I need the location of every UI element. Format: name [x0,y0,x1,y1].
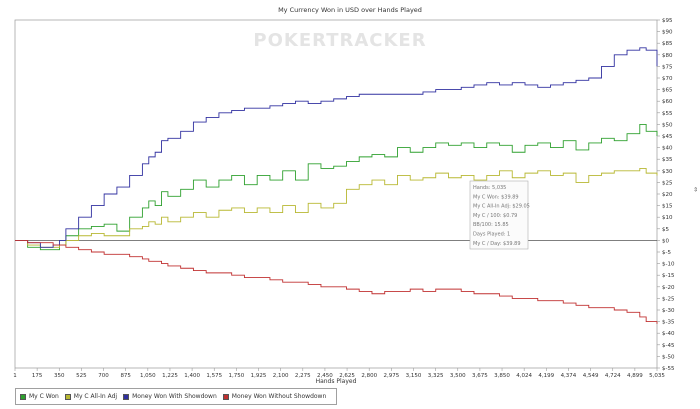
x-tick-label: 3,675 [472,373,488,379]
x-tick-label: 350 [54,373,65,379]
tooltip-line: My C / 100: $0.79 [473,213,517,219]
series-line-0 [15,123,658,251]
x-tick-label: 5,035 [649,373,665,379]
y-tick-label: $-35 [662,320,675,326]
y-tick-label: $10 [662,215,673,221]
legend-label: My C Won [29,393,59,400]
series-line-1 [15,168,658,248]
y-tick-label: $65 [662,88,673,94]
y-tick-label: $45 [662,134,673,140]
y-tick-label: $-10 [662,262,675,268]
x-tick-label: 4,374 [561,373,577,379]
x-tick-label: 1 [13,373,17,379]
x-tick-label: 4,024 [516,373,532,379]
x-tick-label: 1,750 [229,373,245,379]
y-tick-label: $50 [662,122,673,128]
y-tick-label: $-15 [662,273,675,279]
y-tick-label: $-25 [662,296,675,302]
tooltip-line: My C All-In Adj: $29.05 [473,204,530,210]
y-tick-label: $-55 [662,366,675,372]
y-tick-label: $25 [662,180,673,186]
plot-area [14,19,658,369]
legend-swatch-icon [222,393,229,400]
legend-swatch-icon [123,393,130,400]
y-tick-label: $95 [662,18,673,24]
y-tick-label: $-40 [662,331,675,337]
legend-item-2[interactable]: Money Won With Showdown [123,393,217,400]
y-tick-label: $-45 [662,343,675,349]
x-tick-label: 1,575 [206,373,222,379]
y-tick-label: $5 [662,227,669,233]
x-tick-label: 1,400 [184,373,200,379]
y-tick-label: $75 [662,64,673,70]
series-line-2 [15,47,658,248]
x-tick-label: 2,100 [273,373,289,379]
legend-swatch-icon [20,393,26,400]
x-tick-label: 4,899 [627,373,643,379]
x-tick-label: 4,724 [605,373,621,379]
legend-label: Money Won With Showdown [132,393,217,400]
tooltip-box [469,180,529,250]
x-tick-label: 3,150 [406,373,422,379]
x-tick-label: 525 [76,373,87,379]
y-tick-label: $70 [662,76,673,82]
x-tick-label: 175 [32,373,43,379]
x-tick-label: 2,975 [383,373,399,379]
y-tick-label: $-50 [662,354,675,360]
x-tick-label: 2,275 [295,373,311,379]
x-tick-label: 2,450 [317,373,333,379]
y-tick-label: $55 [662,111,673,117]
x-tick-label: 4,549 [583,373,599,379]
x-tick-label: 2,800 [361,373,377,379]
tooltip-line: Hands: 5,035 [473,185,506,191]
watermark: POKERTRACKER [253,30,426,51]
y-tick-label: $80 [662,53,673,59]
legend-item-1[interactable]: My C All-In Adj [64,393,118,400]
series-line-3 [15,239,658,324]
x-tick-label: 3,850 [494,373,510,379]
legend-label: Money Won Without Showdown [231,393,327,400]
y-tick-label: $30 [662,169,673,175]
y-tick-label: $-5 [662,250,671,256]
x-tick-label: 2,625 [339,373,355,379]
y-tick-label: $90 [662,30,673,36]
y-tick-label: $60 [662,99,673,105]
y-tick-label: $-20 [662,285,675,291]
x-tick-label: 1,925 [251,373,267,379]
x-axis-label: Hands Played [316,378,357,385]
tooltip-line: My C Won: $39.89 [473,194,519,200]
x-tick-label: 3,325 [428,373,444,379]
y-tick-label: $15 [662,204,673,210]
legend-item-0[interactable]: My C Won [20,393,59,400]
tooltip-line: My C / Day: $39.89 [473,241,521,247]
legend-swatch-icon [64,393,71,400]
hover-tooltip: Hands: 5,035 My C Won: $39.89 My C All-In … [469,180,530,250]
y-tick-label: $85 [662,41,673,47]
tooltip-line: BB/100: 15.85 [473,222,509,228]
x-tick-label: 1,225 [162,373,178,379]
x-tick-label: 4,199 [538,373,554,379]
legend-label: My C All-In Adj [73,393,118,400]
y-tick-label: $40 [662,146,673,152]
y-tick-label: $-30 [662,308,675,314]
legend: My C Won My C All-In Adj Money Won With Sh… [15,388,338,405]
x-tick-label: 1,050 [140,373,156,379]
tooltip-line: Days Played: 1 [473,232,510,238]
scroll-arrow-icon[interactable]: ⇕ [693,186,698,193]
legend-item-3[interactable]: Money Won Without Showdown [222,393,327,400]
x-tick-label: 875 [120,373,131,379]
y-tick-label: $20 [662,192,673,198]
y-tick-label: $0 [662,238,669,244]
x-tick-label: 3,500 [450,373,466,379]
chart-title: My Currency Won in USD over Hands Played [278,6,422,14]
x-tick-label: 700 [98,373,109,379]
y-tick-label: $35 [662,157,673,163]
